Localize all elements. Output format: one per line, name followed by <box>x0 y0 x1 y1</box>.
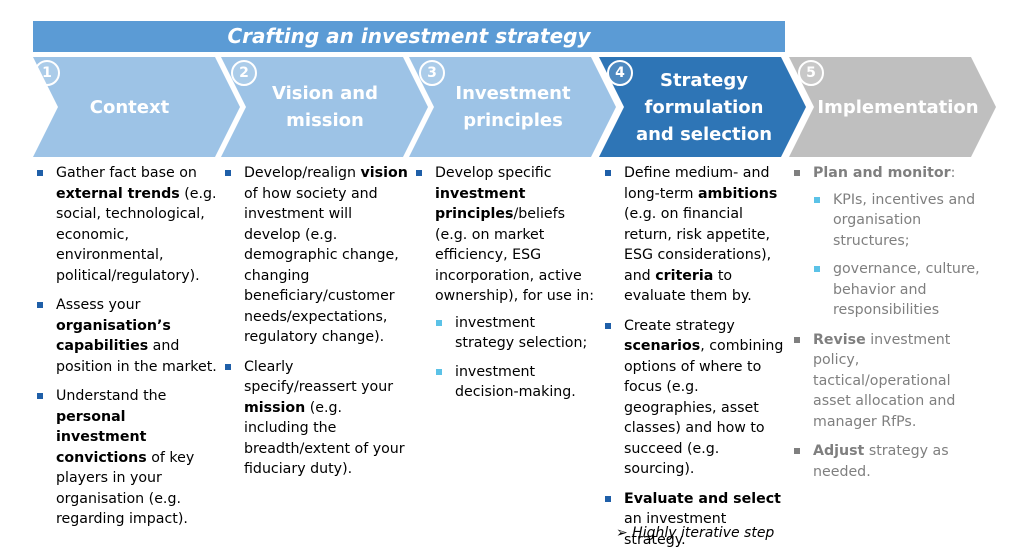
process-chevrons <box>33 57 996 157</box>
column-context: Gather fact base on external trends (e.g… <box>36 163 220 539</box>
bullet-emphasis: criteria <box>655 267 714 284</box>
column-investment-principles: Develop specific investment principles/b… <box>415 163 598 412</box>
bullet-text: to evaluate them by. <box>624 267 752 305</box>
bullet-emphasis: vision <box>360 165 408 181</box>
bullet-emphasis: investment principles <box>435 185 526 223</box>
bullet-item: Create strategy scenarios, combining opt… <box>604 316 790 480</box>
bullet-text: Develop/realign <box>244 165 361 181</box>
bullet-text: /beliefs (e.g. on market efficiency, ESG… <box>435 206 595 304</box>
bullet-item: Gather fact base on external trends (e.g… <box>36 163 220 286</box>
bullet-text: Gather fact base on <box>56 165 197 181</box>
bullet-emphasis: scenarios <box>624 338 701 354</box>
step-5-chevron <box>789 57 996 157</box>
bullet-text: (e.g. on financial return, risk appetite… <box>624 206 772 284</box>
bullet-text: : <box>950 165 956 181</box>
bullet-emphasis: organisation’s capabilities <box>56 317 171 355</box>
bullet-text: Define medium- and long-term <box>624 165 770 202</box>
bullet-item: Assess your organisation’s capabilities … <box>36 295 220 377</box>
bullet-emphasis: external trends <box>56 185 180 202</box>
bullet-emphasis: Plan and monitor <box>813 165 951 181</box>
bullet-text: and position in the market. <box>56 338 217 375</box>
sub-bullet-item: investment decision-making. <box>435 362 598 403</box>
bullet-item: Understand the personal investment convi… <box>36 386 220 530</box>
step-4-chevron <box>599 57 806 157</box>
bullet-item: Revise investment policy, tactical/opera… <box>793 330 985 433</box>
column-vision-mission: Develop/realign vision of how society an… <box>224 163 410 489</box>
bullet-text: Develop specific <box>435 165 552 181</box>
bullet-emphasis: ambitions <box>697 185 778 202</box>
step-3-number: 3 <box>419 60 445 86</box>
bullet-text: strategy as needed. <box>813 443 949 480</box>
bullet-item: Develop/realign vision of how society an… <box>224 163 410 348</box>
bullet-text: Create strategy <box>624 317 735 334</box>
bullet-emphasis: mission <box>244 399 306 416</box>
column-implementation: Plan and monitor: KPIs, incentives and or… <box>793 163 985 491</box>
step-5-number: 5 <box>798 60 824 86</box>
step-3-chevron <box>409 57 616 157</box>
step-5-label: Implementation <box>817 96 979 118</box>
step-1-number: 1 <box>34 60 60 86</box>
bullet-text: of key players in your organisation (e.g… <box>56 449 195 528</box>
bullet-item: Develop specific investment principles/b… <box>415 163 598 403</box>
iterative-step-note: ➢ Highly iterative step <box>616 525 775 541</box>
bullet-item: Define medium- and long-term ambitions (… <box>604 163 790 307</box>
step-2-label: Vision and mission <box>272 83 378 131</box>
bullet-emphasis: Adjust <box>813 443 865 459</box>
bullet-text: of how society and investment will devel… <box>244 185 399 346</box>
bullet-text: Understand the <box>56 388 167 404</box>
bullet-emphasis: personal investment convictions <box>56 408 147 466</box>
step-1-label: Context <box>89 96 170 118</box>
sub-bullet-item: investment strategy selection; <box>435 313 598 354</box>
step-2-number: 2 <box>231 60 257 86</box>
bullet-text: , combining options of where to focus (e… <box>624 338 784 477</box>
column-4-list: Define medium- and long-term ambitions (… <box>604 163 790 550</box>
bullet-item: Adjust strategy as needed. <box>793 441 985 482</box>
bullet-emphasis: Revise <box>813 331 866 348</box>
step-3-label: Investment principles <box>455 83 571 131</box>
bullet-text: (e.g. social, technological, economic, e… <box>56 185 217 284</box>
bullet-item: Clearly specify/reassert your mission (e… <box>224 357 410 480</box>
step-4-label: Strategy formulation and selection <box>635 69 773 145</box>
sub-bullet-list: investment strategy selection; investment… <box>435 313 598 403</box>
diagram-title: Crafting an investment strategy <box>33 21 785 52</box>
bullet-text: Assess your <box>56 297 141 313</box>
bullet-text: Clearly specify/reassert your <box>244 358 394 396</box>
column-2-list: Develop/realign vision of how society an… <box>224 163 410 480</box>
column-strategy-formulation: Define medium- and long-term ambitions (… <box>604 163 790 559</box>
sub-bullet-item: KPIs, incentives and organisation struct… <box>813 190 985 252</box>
sub-bullet-item: governance, culture, behavior and respon… <box>813 259 985 321</box>
step-2-chevron <box>221 57 428 157</box>
column-3-list: Develop specific investment principles/b… <box>415 163 598 403</box>
column-1-list: Gather fact base on external trends (e.g… <box>36 163 220 530</box>
column-5-list: Plan and monitor: KPIs, incentives and or… <box>793 163 985 482</box>
step-4-number: 4 <box>607 60 633 86</box>
bullet-text: investment policy, tactical/operational … <box>813 331 956 430</box>
bullet-item: Plan and monitor: KPIs, incentives and or… <box>793 163 985 321</box>
step-1-chevron <box>33 57 240 157</box>
sub-bullet-list: KPIs, incentives and organisation struct… <box>813 190 985 321</box>
bullet-emphasis: Evaluate and select <box>624 490 781 507</box>
bullet-text: (e.g. including the breadth/extent of yo… <box>244 399 405 478</box>
